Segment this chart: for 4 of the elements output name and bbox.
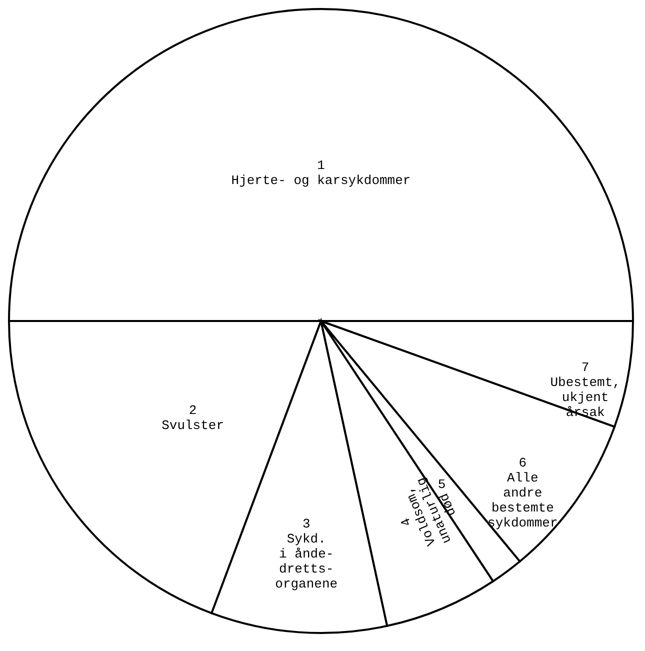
slice-label: 1 Hjerte- og karsykdommer [231, 158, 411, 188]
slice-label: 6 Alle andre bestemte sykdommer [488, 456, 558, 531]
slice-label: 3 Sykd. i ånde- dretts- organene [275, 516, 338, 592]
slice-label: 2 Svulster [162, 402, 224, 433]
